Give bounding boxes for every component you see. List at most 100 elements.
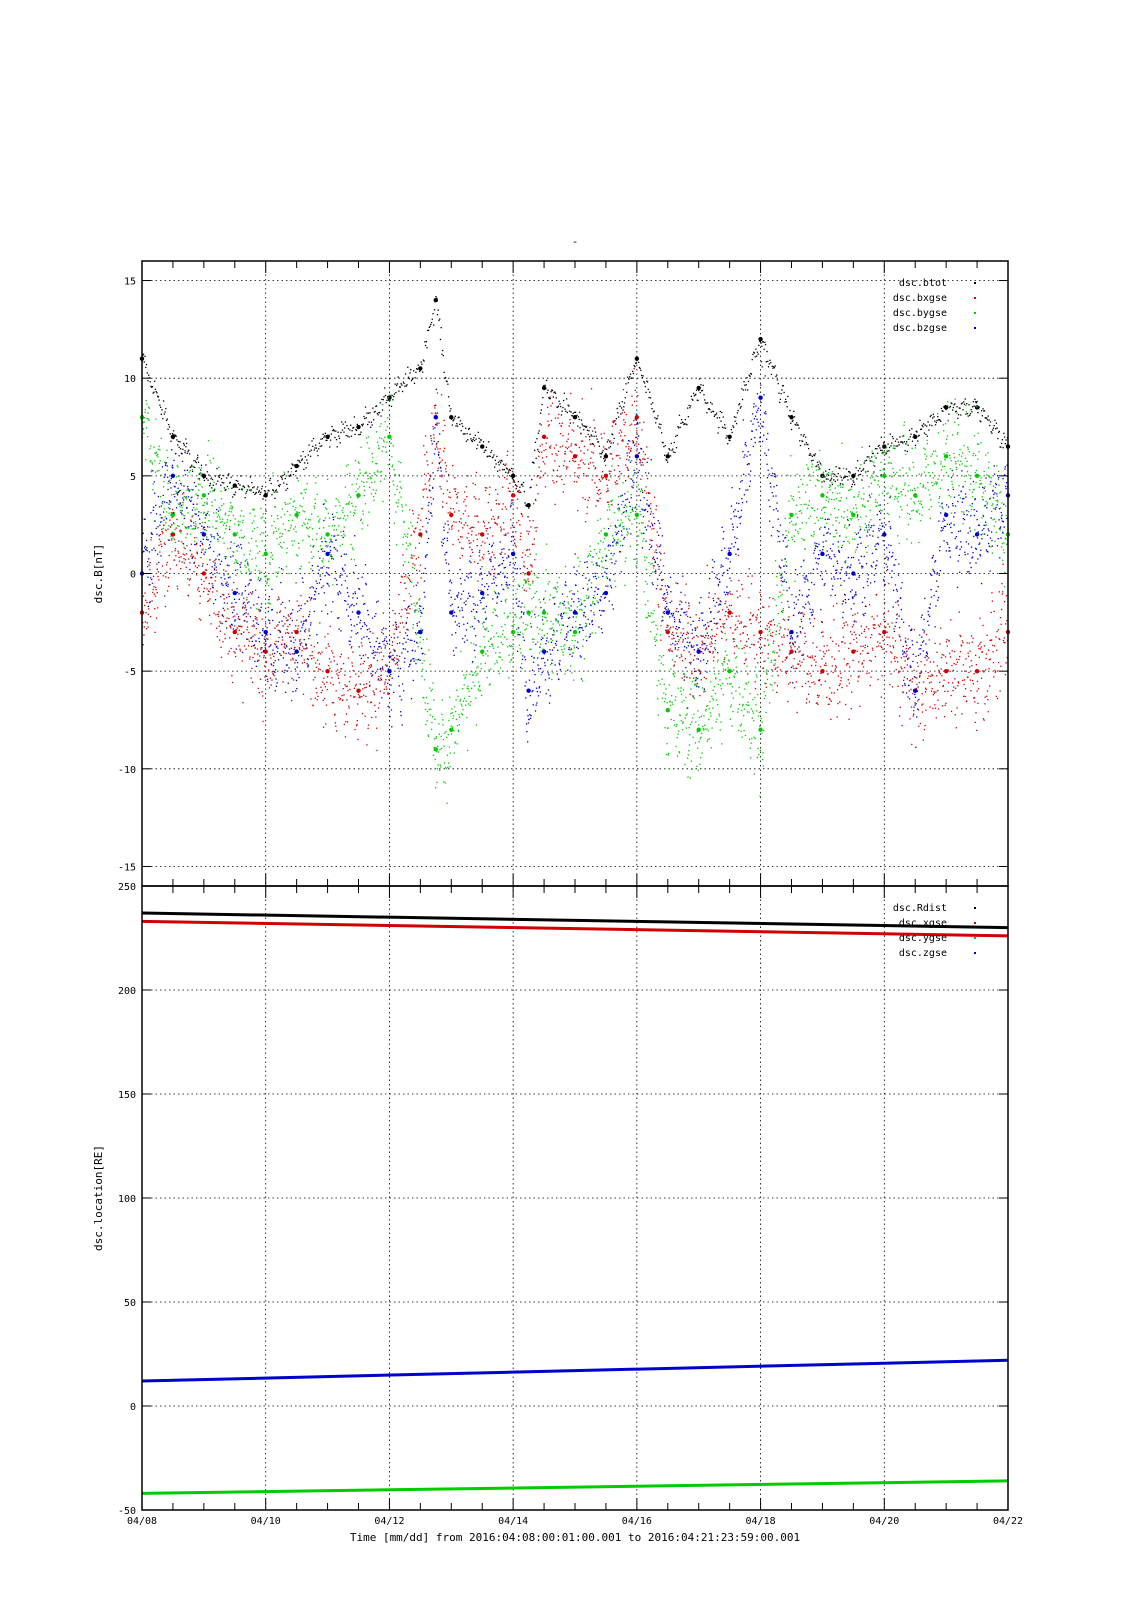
data-dot [280,475,282,477]
data-dot [487,533,489,535]
data-dot [310,568,312,570]
data-dot [463,674,465,676]
data-dot [773,366,775,368]
data-dot [435,413,437,415]
data-dot [761,637,763,639]
data-dot [383,688,386,690]
data-dot [216,467,218,470]
data-dot [751,575,753,577]
data-dot [386,399,388,401]
data-dot [621,440,623,442]
data-dot [806,655,809,657]
data-dot [747,673,749,675]
data-dot [319,668,321,671]
data-dot [408,527,410,529]
data-dot [310,644,312,646]
data-dot [456,725,459,727]
data-dot [320,686,322,688]
data-dot [441,353,443,355]
data-dot [562,406,564,409]
data-dot [476,515,479,517]
data-dot [476,444,479,446]
data-dot [910,688,912,691]
data-dot [594,466,597,469]
data-dot [954,411,957,413]
data-dot [432,313,434,315]
data-dot [617,538,619,541]
data-dot [503,528,505,530]
data-dot [362,662,364,665]
data-dot [398,491,401,494]
data-dot [598,478,600,481]
data-dot [928,639,930,641]
data-dot [189,562,191,564]
data-dot [527,610,530,612]
data-dot [724,424,726,426]
data-dot [295,582,297,584]
data-point [541,610,547,615]
data-dot [479,441,481,443]
data-dot [182,448,184,451]
data-dot [428,649,430,651]
data-dot [983,671,985,673]
data-dot [483,647,486,649]
data-dot [261,485,263,488]
data-dot [246,599,248,601]
data-dot [706,564,708,567]
data-dot [322,561,324,563]
data-dot [638,522,641,524]
data-dot [627,448,630,450]
data-dot [834,668,836,670]
data-dot [564,450,566,453]
data-dot [770,624,772,626]
data-dot [652,402,654,404]
data-dot [181,484,183,486]
data-dot [274,497,276,499]
data-dot [557,405,560,407]
data-dot [233,562,236,564]
data-dot [447,762,450,764]
data-dot [996,649,998,651]
data-dot [651,528,653,530]
data-dot [969,650,971,652]
data-dot [522,584,525,586]
data-dot [765,682,767,685]
data-dot [514,494,516,497]
data-dot [509,490,511,493]
data-dot [609,558,611,560]
data-dot [321,536,323,538]
data-dot [528,530,530,533]
data-dot [653,496,656,498]
data-dot [493,454,495,456]
data-dot [581,398,583,400]
data-dot [418,542,420,544]
data-dot [776,374,778,376]
data-dot [485,527,487,530]
data-dot [949,406,951,409]
data-dot [393,522,396,524]
data-dot [210,484,212,486]
data-dot [449,491,451,494]
data-dot [835,466,837,468]
data-dot [537,577,539,579]
data-dot [631,377,633,379]
data-dot [368,486,371,488]
data-dot [245,572,247,574]
data-dot [436,446,438,448]
data-dot [900,639,902,641]
data-dot [923,432,926,434]
data-dot [410,595,412,597]
data-dot [802,435,805,437]
data-dot [942,685,944,688]
data-dot [720,420,722,422]
data-dot [842,636,845,638]
data-dot [360,519,362,522]
data-dot [750,612,752,614]
data-dot [621,521,623,524]
data-dot [211,582,213,585]
data-point [634,356,640,361]
data-dot [714,593,716,595]
data-dot [694,655,696,657]
data-dot [738,622,741,625]
data-dot [148,608,150,610]
